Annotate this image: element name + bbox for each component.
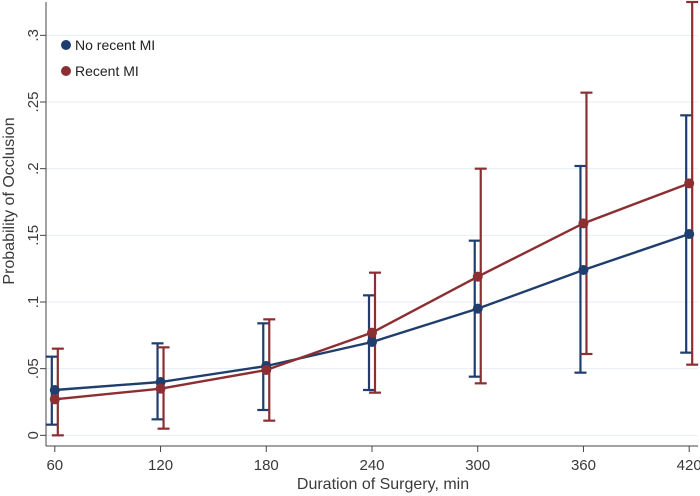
legend-label-recent-mi: Recent MI (75, 63, 139, 79)
x-tick-label: 420 (677, 457, 700, 474)
y-tick-label: .2 (25, 162, 42, 175)
data-point (578, 265, 589, 275)
y-tick-label: .05 (25, 358, 42, 379)
y-axis-label: Probability of Occlusion (1, 117, 18, 284)
x-tick-label: 60 (46, 457, 63, 474)
axes (40, 2, 698, 452)
x-tick-labels: 60 120 180 240 300 360 420 (46, 457, 700, 474)
legend-marker-recent-mi (61, 66, 71, 76)
x-axis-label: Duration of Surgery, min (297, 476, 469, 493)
data-points (49, 178, 695, 405)
series-lines (54, 182, 690, 401)
series-line (54, 232, 690, 392)
data-point (49, 385, 60, 395)
data-point (367, 327, 377, 338)
x-tick-label: 120 (148, 457, 173, 474)
x-tick-label: 180 (254, 457, 279, 474)
x-tick-label: 360 (571, 457, 596, 474)
y-tick-label: .25 (25, 92, 42, 113)
data-point (155, 383, 166, 394)
data-point (367, 337, 377, 347)
grid-lines (46, 34, 698, 436)
y-tick-label: .3 (25, 29, 42, 42)
data-point (684, 229, 695, 239)
data-point (472, 303, 483, 314)
data-point (472, 271, 483, 282)
data-point (261, 365, 272, 375)
y-tick-labels: 0 .05 .1 .15 .2 .25 .3 (25, 29, 42, 439)
error-bars (45, 0, 699, 437)
y-tick-label: .15 (25, 225, 42, 246)
y-tick-label: .1 (25, 296, 42, 309)
y-tick-label: 0 (25, 431, 42, 439)
legend: No recent MI Recent MI (61, 37, 155, 79)
data-point (684, 178, 695, 189)
series-line (54, 182, 690, 401)
x-tick-label: 300 (465, 457, 490, 474)
legend-marker-no-recent-mi (61, 40, 71, 50)
x-tick-label: 240 (359, 457, 384, 474)
data-point (49, 394, 60, 405)
data-point (578, 218, 589, 229)
legend-label-no-recent-mi: No recent MI (75, 37, 155, 53)
